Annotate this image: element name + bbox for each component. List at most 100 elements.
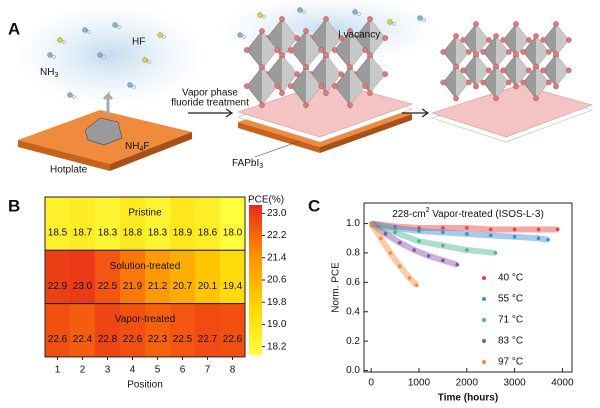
halide-atom [294, 35, 301, 41]
halide-atom [473, 51, 479, 58]
cell-label: 18.5 [48, 228, 68, 239]
halide-atom [347, 64, 353, 70]
heat-cell [195, 197, 221, 251]
halide-atom [500, 37, 507, 43]
halide-atom [303, 64, 309, 70]
molecule-atom [67, 92, 73, 98]
data-point [393, 230, 397, 235]
stability-chart: 0 1000 2000 3000 4000 0.0 0.2 0.4 0.6 0.8 1.0 Time … [331, 202, 574, 404]
halide-atom [520, 79, 527, 86]
heat-cell [45, 303, 71, 357]
label-hf: HF [132, 37, 145, 48]
octahedron-face [370, 19, 386, 57]
heat-cell [95, 197, 121, 251]
heat-cell [70, 303, 96, 357]
halide-atom [323, 16, 329, 22]
halide-atom [338, 71, 345, 77]
legend-label: 97 °C [498, 357, 523, 368]
molecule-atom [302, 10, 306, 14]
heat-cell [70, 250, 96, 304]
molecule-atom [87, 30, 91, 34]
halide-atom [453, 33, 459, 39]
halide-atom [367, 52, 373, 58]
heat-cell [145, 197, 171, 251]
title-part: Vapor-treated (ISOS-L-3) [429, 209, 543, 220]
data-point [536, 236, 541, 241]
legend-label: 55 °C [498, 294, 523, 305]
legend-marker [482, 297, 486, 301]
halide-atom [505, 79, 512, 86]
data-point [512, 235, 517, 239]
halide-atom [540, 37, 547, 43]
halide-atom [323, 52, 329, 58]
halide-atom [533, 63, 539, 70]
y-axis-label: Norm. PCE [331, 262, 342, 313]
x-tick-label: 3 [105, 365, 111, 376]
heat-cell [45, 197, 71, 251]
label-treatment: fluoride treatment [171, 98, 249, 109]
process-arrow [188, 108, 234, 118]
label-fapbi3: FAPbI3 [232, 158, 263, 170]
molecule-atom [112, 22, 118, 28]
octahedron-face [516, 54, 529, 87]
cell-label: 20.7 [173, 281, 193, 292]
halide-atom [294, 71, 301, 77]
molecule-atom [57, 37, 63, 43]
cell-label: 18.3 [98, 228, 118, 239]
x-axis-label: Position [127, 380, 163, 391]
label-treatment: Vapor phase [182, 88, 238, 99]
heat-cell [220, 197, 246, 251]
halide-atom [318, 83, 325, 89]
legend-marker [482, 360, 486, 364]
colorbar-label: PCE(%) [248, 195, 284, 206]
colorbar-tick-label: 22.2 [267, 230, 287, 241]
heat-cell [145, 303, 171, 357]
y-tick-label: 0.4 [346, 306, 360, 317]
cell-label: 22.5 [173, 334, 193, 345]
x-tick-label: 3000 [503, 378, 526, 389]
cell-label: 18.8 [123, 228, 143, 239]
chart-title: 228-cm2 Vapor-treated (ISOS-L-3) [392, 207, 544, 220]
title-sup: 2 [426, 207, 430, 214]
data-point [369, 221, 373, 226]
molecule-atom [157, 32, 163, 38]
halide-atom [331, 83, 338, 89]
heat-cell [220, 250, 246, 304]
octahedron-face [496, 36, 509, 68]
hotplate-side [110, 132, 192, 171]
data-point [536, 227, 541, 232]
molecule-atom [62, 40, 66, 44]
halide-atom [460, 67, 467, 74]
octahedron-face [516, 24, 529, 56]
data-point [383, 232, 388, 236]
data-point [388, 251, 393, 255]
halide-atom [279, 52, 285, 58]
molecules [47, 7, 426, 99]
halide-atom [520, 49, 527, 55]
molecule-atom [82, 27, 88, 33]
molecule-atom [297, 7, 303, 13]
data-point [455, 262, 460, 267]
data-point [417, 239, 421, 244]
data-point [417, 229, 421, 233]
vapor-haze [15, 3, 205, 107]
heat-cell [145, 250, 171, 304]
panel-label: C [308, 196, 320, 215]
halide-atom [553, 51, 559, 58]
data-point [417, 226, 421, 230]
x-tick-label: 7 [205, 365, 211, 376]
halide-atom [274, 47, 281, 53]
x-tick-label: 2 [80, 365, 86, 376]
octahedron-face [350, 31, 366, 69]
data-point [407, 276, 412, 280]
heat-cell [170, 250, 196, 304]
plot-frame [363, 202, 573, 373]
molecule-atom [392, 22, 396, 26]
molecule-atom [162, 35, 166, 39]
colorbar-tick-label: 19.8 [267, 297, 287, 308]
cell-label: 22.3 [148, 334, 168, 345]
halide-atom [480, 49, 487, 55]
x-tick-label: 1000 [408, 378, 431, 389]
halide-atom [347, 28, 353, 34]
molecule-atom [97, 52, 103, 58]
